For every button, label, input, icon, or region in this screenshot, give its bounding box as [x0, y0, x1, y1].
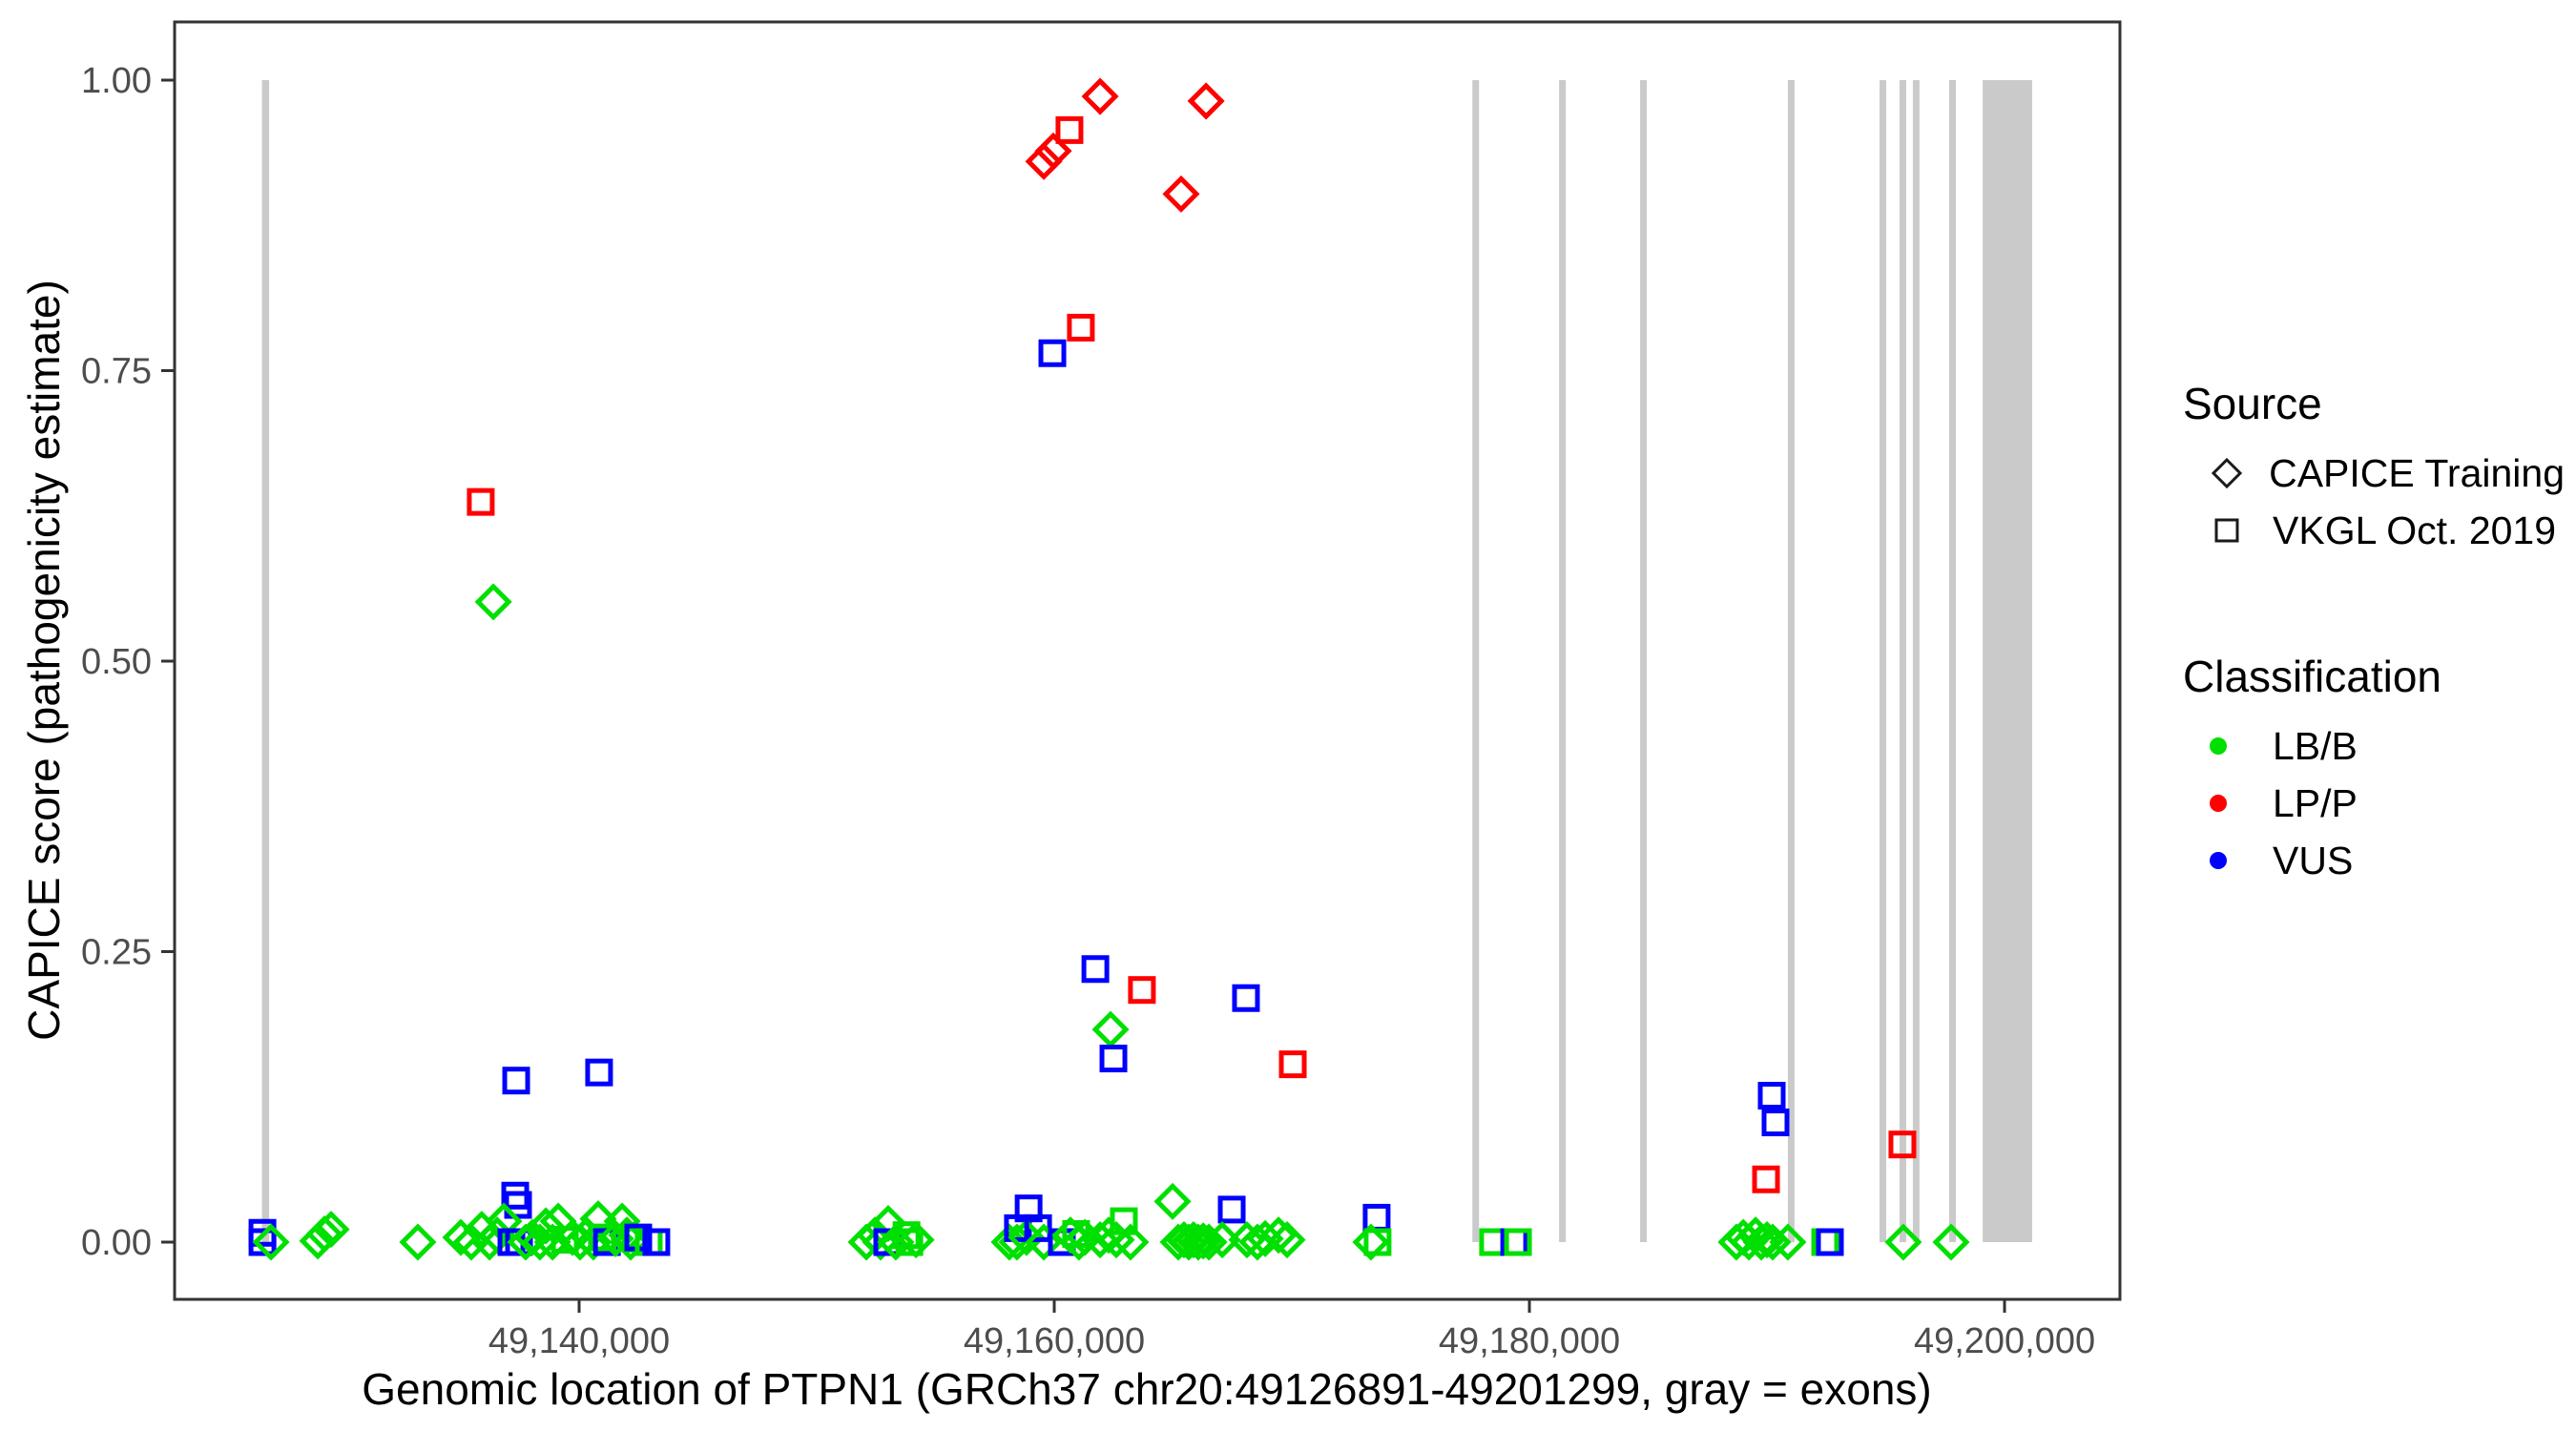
panel-border — [173, 20, 2122, 1301]
legend-source-title: Source — [2183, 379, 2322, 428]
data-point-diamond — [869, 1204, 907, 1243]
data-point-square — [1081, 955, 1110, 984]
data-point-diamond — [399, 1223, 437, 1261]
data-point-diamond — [1932, 1223, 1970, 1261]
y-axis-title: CAPICE score (pathogenicity estimate) — [19, 280, 69, 1041]
data-point-diamond — [990, 1223, 1028, 1261]
data-point-diamond — [527, 1207, 565, 1245]
exon-bar — [1983, 80, 2032, 1242]
legend-item-lbb: LB/B — [2183, 717, 2565, 775]
data-point-square — [642, 1228, 671, 1256]
data-point-diamond — [1742, 1223, 1780, 1261]
exon-bar — [1949, 80, 1956, 1242]
y-tick-label: 0.50 — [81, 642, 152, 682]
data-point-diamond — [579, 1200, 617, 1238]
data-point-diamond — [1187, 82, 1225, 120]
exon-bar — [1912, 80, 1920, 1242]
x-tick-label: 49,200,000 — [1914, 1321, 2095, 1361]
exon-bar — [1559, 80, 1567, 1242]
green-dot-icon — [2183, 737, 2273, 755]
legend-item-label: LB/B — [2273, 723, 2358, 768]
data-point-square — [1761, 1109, 1790, 1137]
diamond-icon — [2183, 456, 2269, 490]
data-point-diamond — [1259, 1216, 1298, 1255]
legend-item-vus: VUS — [2183, 832, 2565, 889]
data-point-square — [1024, 1213, 1052, 1242]
data-point-square — [467, 487, 495, 516]
data-point-square — [1362, 1203, 1391, 1232]
data-point-square — [1099, 1045, 1128, 1073]
data-point-diamond — [1884, 1223, 1922, 1261]
red-dot-icon — [2183, 795, 2273, 812]
data-point-square — [585, 1058, 613, 1087]
x-tick-label: 49,180,000 — [1439, 1321, 1620, 1361]
data-point-square — [1278, 1050, 1307, 1079]
x-axis-title: Genomic location of PTPN1 (GRCh37 chr20:… — [362, 1364, 1932, 1414]
data-point-square — [1363, 1228, 1392, 1256]
exon-bar — [1640, 80, 1648, 1242]
exon-bar — [1899, 80, 1906, 1242]
data-point-diamond — [299, 1222, 337, 1260]
exon-bar — [261, 80, 270, 1242]
data-point-square — [1816, 1228, 1844, 1256]
data-point-diamond — [1754, 1223, 1792, 1261]
data-point-square — [1504, 1228, 1532, 1256]
data-point-square — [1217, 1195, 1246, 1224]
x-tick-label: 49,140,000 — [488, 1321, 670, 1361]
data-point-square — [1128, 976, 1156, 1005]
data-point-diamond — [1162, 175, 1200, 213]
legend: Source CAPICE Training VKGL Oct. 2019 Cl… — [2183, 378, 2565, 889]
exon-bar — [1880, 80, 1887, 1242]
data-point-square — [1067, 313, 1095, 342]
data-point-diamond — [1025, 142, 1063, 180]
data-point-square — [1757, 1082, 1786, 1110]
data-point-diamond — [485, 1202, 523, 1240]
data-point-square — [1038, 339, 1067, 367]
data-point-square — [502, 1067, 530, 1095]
exon-bar — [1472, 80, 1480, 1242]
data-point-square — [248, 1228, 277, 1256]
data-point-diamond — [897, 1221, 935, 1259]
data-point-diamond — [1111, 1223, 1150, 1261]
data-point-square — [1232, 984, 1260, 1012]
square-icon — [2183, 513, 2273, 548]
data-point-diamond — [252, 1223, 290, 1261]
legend-item-label: VUS — [2273, 838, 2354, 882]
exon-bar — [1787, 80, 1795, 1242]
y-tick-label: 0.00 — [81, 1223, 152, 1263]
x-tick-label: 49,160,000 — [964, 1321, 1145, 1361]
data-point-diamond — [1081, 77, 1119, 115]
data-point-diamond — [1352, 1223, 1390, 1261]
blue-dot-icon — [2183, 852, 2273, 869]
data-point-diamond — [1153, 1182, 1192, 1220]
legend-item-capice-training: CAPICE Training — [2183, 445, 2565, 502]
data-point-diamond — [1203, 1221, 1241, 1259]
data-point-diamond — [612, 1223, 650, 1261]
data-point-diamond — [1769, 1223, 1807, 1261]
data-point-diamond — [1190, 1223, 1228, 1261]
data-point-diamond — [474, 583, 512, 621]
legend-item-lpp: LP/P — [2183, 775, 2565, 832]
data-point-square — [504, 1191, 532, 1219]
legend-item-label: VKGL Oct. 2019 — [2273, 508, 2557, 552]
y-tick-label: 0.25 — [81, 933, 152, 973]
y-tick-label: 1.00 — [81, 61, 152, 101]
data-point-diamond — [533, 1223, 571, 1261]
data-point-square — [1752, 1165, 1780, 1193]
y-tick-label: 0.75 — [81, 352, 152, 392]
data-point-diamond — [312, 1211, 350, 1249]
legend-item-vkgl: VKGL Oct. 2019 — [2183, 502, 2565, 559]
data-point-square — [1055, 115, 1084, 144]
data-point-diamond — [1730, 1223, 1768, 1261]
data-point-diamond — [1268, 1221, 1306, 1259]
legend-item-label: LP/P — [2273, 780, 2358, 825]
data-point-square — [1888, 1130, 1917, 1159]
legend-item-label: CAPICE Training — [2269, 450, 2565, 495]
legend-classification-title: Classification — [2183, 652, 2441, 701]
data-point-diamond — [1091, 1010, 1130, 1048]
